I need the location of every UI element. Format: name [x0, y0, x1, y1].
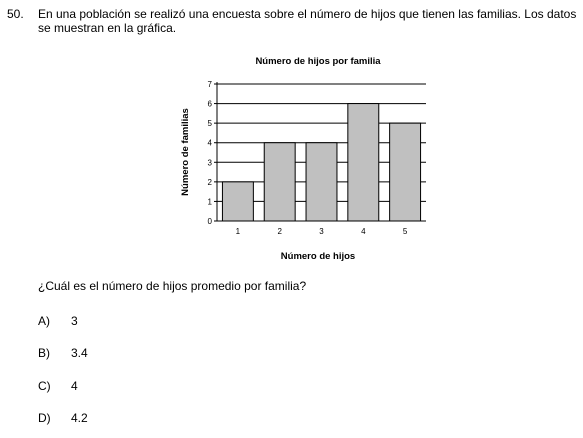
bar — [389, 122, 422, 222]
option-b[interactable]: B) 3.4 — [38, 346, 88, 360]
x-tick-label: 4 — [361, 227, 366, 236]
chart-title: Número de hijos por familia — [255, 56, 381, 67]
question-number: 50. — [7, 7, 24, 21]
y-tick-label: 6 — [208, 100, 213, 109]
option-letter: A) — [38, 314, 50, 328]
y-axis-label: Número de familias — [180, 108, 191, 196]
bar — [221, 181, 254, 222]
option-c[interactable]: C) 4 — [38, 379, 78, 393]
option-letter: B) — [38, 346, 50, 360]
x-tick-label: 5 — [403, 227, 408, 236]
option-a[interactable]: A) 3 — [38, 314, 78, 328]
y-tick-label: 4 — [208, 139, 213, 148]
y-tick-label: 7 — [208, 80, 213, 89]
bar — [305, 142, 338, 222]
x-axis-label: Número de hijos — [281, 251, 355, 262]
bar — [347, 103, 380, 222]
option-letter: D) — [38, 411, 51, 425]
option-letter: C) — [38, 379, 51, 393]
bar — [263, 142, 296, 222]
bar-chart: Número de hijos por familia 0 1 2 3 4 5 6 7 1 2 3 4… — [180, 56, 426, 262]
y-tick-label: 2 — [208, 178, 213, 187]
option-text: 4 — [71, 379, 78, 393]
y-tick-label: 1 — [208, 197, 213, 206]
plot-area: 0 1 2 3 4 5 6 7 1 2 3 4 5 — [208, 80, 426, 236]
y-tick-label: 0 — [208, 217, 213, 226]
option-text: 4.2 — [71, 411, 88, 425]
y-tick-label: 5 — [208, 119, 213, 128]
option-text: 3.4 — [71, 346, 88, 360]
x-tick-label: 1 — [236, 227, 241, 236]
option-text: 3 — [71, 314, 78, 328]
x-tick-label: 2 — [277, 227, 282, 236]
x-tick-label: 3 — [319, 227, 324, 236]
y-tick-label: 3 — [208, 158, 213, 167]
question-stem: En una población se realizó una encuesta… — [38, 7, 577, 35]
question-prompt: ¿Cuál es el número de hijos promedio por… — [38, 279, 307, 293]
option-d[interactable]: D) 4.2 — [38, 411, 88, 425]
